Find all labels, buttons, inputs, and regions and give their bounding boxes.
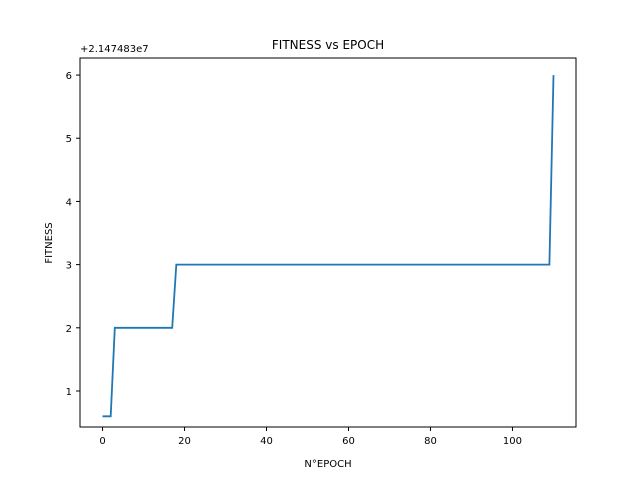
x-axis: 0 20 40 60 80 100 — [99, 427, 522, 447]
x-axis-label: N°EPOCH — [304, 459, 351, 470]
y-tick-label: 5 — [66, 134, 72, 145]
y-offset-label: +2.147483e7 — [80, 44, 149, 55]
fitness-series-line — [102, 75, 555, 418]
axes-frame — [79, 57, 577, 428]
x-tick-label: 0 — [99, 436, 105, 447]
chart-title: FITNESS vs EPOCH — [272, 38, 384, 52]
y-axis-label: FITNESS — [44, 222, 55, 263]
x-tick-label: 20 — [178, 436, 191, 447]
x-tick-label: 60 — [342, 436, 355, 447]
y-tick-label: 4 — [66, 197, 72, 208]
y-tick-label: 3 — [66, 261, 72, 272]
x-tick-label: 100 — [503, 436, 522, 447]
y-tick-label: 1 — [66, 387, 72, 398]
x-tick-label: 80 — [424, 436, 437, 447]
plot-area: 0 20 40 60 80 100 1 2 3 4 5 6 — [66, 57, 577, 447]
x-tick-label: 40 — [260, 436, 273, 447]
y-axis: 1 2 3 4 5 6 — [66, 71, 80, 398]
y-tick-label: 2 — [66, 324, 72, 335]
y-tick-label: 6 — [66, 71, 72, 82]
